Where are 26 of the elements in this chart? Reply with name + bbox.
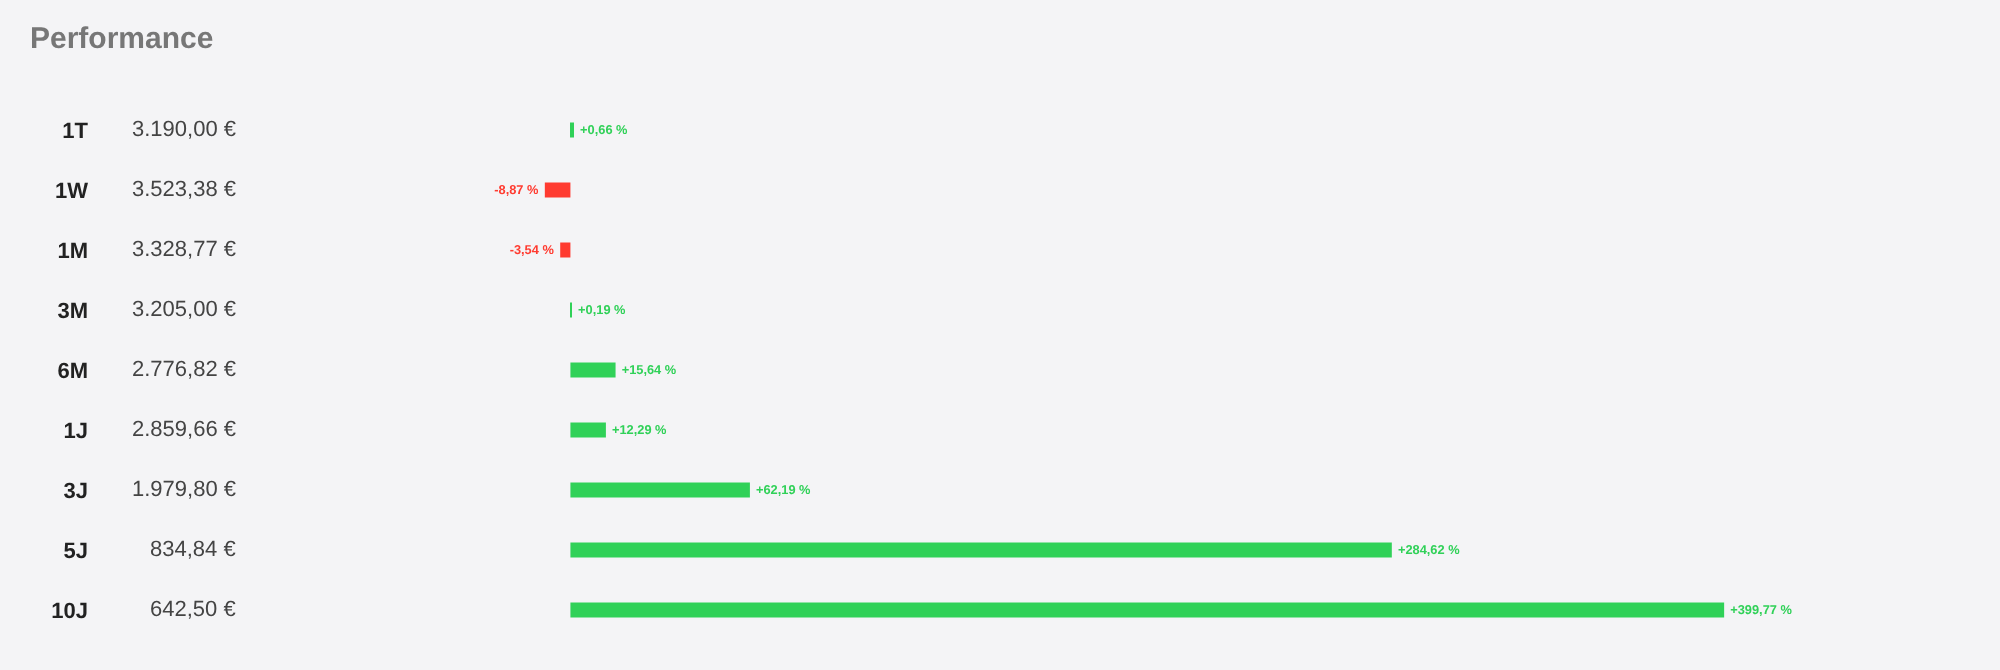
text: 3.523,38 € — [132, 178, 236, 202]
text: 2.776,82 € — [132, 358, 236, 382]
text: Performance — [30, 21, 214, 56]
text: 3.205,00 € — [132, 298, 236, 322]
y-tick-label: 3M — [57, 299, 88, 324]
text: 3.190,00 € — [132, 118, 236, 142]
bar — [570, 482, 750, 498]
y-tick-label: 5J — [63, 539, 88, 564]
text: 3.328,77 € — [132, 238, 236, 262]
bar — [544, 182, 571, 198]
text: 2.859,66 € — [132, 418, 236, 442]
y-tick-label: 1W — [55, 179, 90, 204]
y-tick-label: 3J — [63, 479, 88, 504]
bar — [570, 542, 1392, 558]
y-tick-label: 1J — [63, 419, 88, 444]
y-tick-label: 1T — [62, 119, 89, 144]
y-tick-label: 10J — [51, 599, 88, 624]
bar — [570, 362, 616, 378]
text: 834,84 € — [150, 538, 236, 562]
bar — [560, 242, 571, 258]
y-tick-label: 1M — [57, 239, 88, 264]
bar — [570, 602, 1725, 618]
y-tick-label: 6M — [57, 359, 88, 384]
text: 642,50 € — [150, 598, 236, 622]
bar — [570, 422, 606, 438]
text: 1.979,80 € — [132, 478, 236, 502]
